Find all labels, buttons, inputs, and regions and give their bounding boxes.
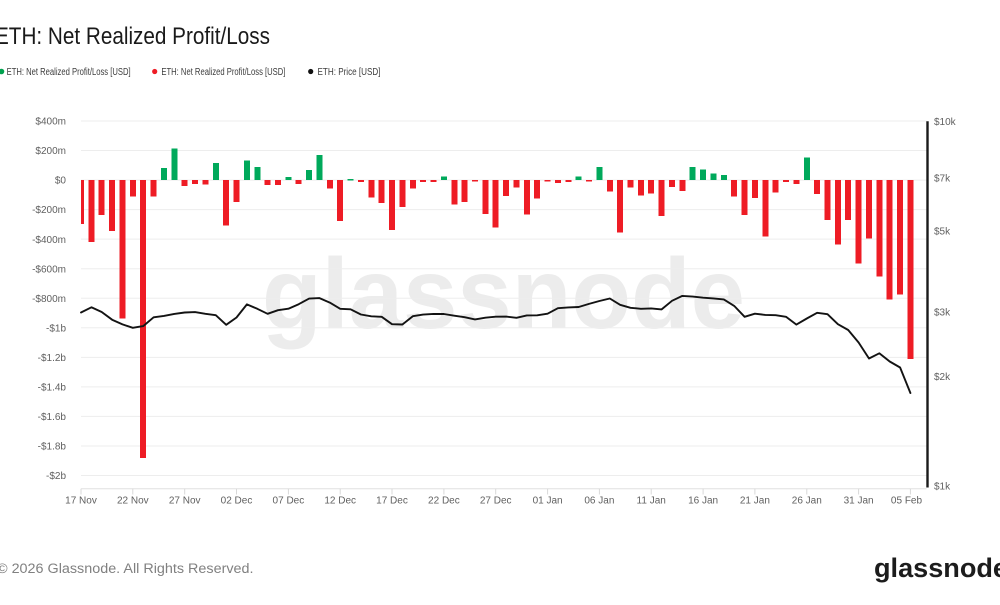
svg-text:27 Dec: 27 Dec bbox=[480, 496, 512, 507]
svg-text:$7k: $7k bbox=[934, 173, 951, 184]
svg-text:ETH: Net Realized Profit/Loss: ETH: Net Realized Profit/Loss [USD] bbox=[7, 67, 131, 78]
svg-text:27 Nov: 27 Nov bbox=[169, 496, 201, 507]
svg-text:ETH: Net Realized Profit/Loss: ETH: Net Realized Profit/Loss [USD] bbox=[161, 67, 285, 78]
svg-text:-$1.2b: -$1.2b bbox=[38, 353, 67, 364]
svg-text:22 Dec: 22 Dec bbox=[428, 496, 460, 507]
svg-text:-$600m: -$600m bbox=[32, 264, 66, 275]
svg-text:01 Jan: 01 Jan bbox=[533, 496, 563, 507]
svg-text:© 2026 Glassnode. All Rights R: © 2026 Glassnode. All Rights Reserved. bbox=[0, 561, 254, 576]
svg-text:$2k: $2k bbox=[934, 372, 951, 383]
svg-text:07 Dec: 07 Dec bbox=[273, 496, 305, 507]
svg-text:11 Jan: 11 Jan bbox=[637, 496, 666, 507]
svg-text:$0: $0 bbox=[55, 176, 67, 187]
svg-text:31 Jan: 31 Jan bbox=[844, 496, 874, 507]
svg-text:$400m: $400m bbox=[35, 117, 66, 128]
svg-text:-$1.8b: -$1.8b bbox=[38, 442, 67, 453]
svg-text:ETH: Price [USD]: ETH: Price [USD] bbox=[318, 67, 381, 78]
svg-text:-$400m: -$400m bbox=[32, 235, 66, 246]
svg-text:17 Nov: 17 Nov bbox=[65, 496, 97, 507]
svg-text:$5k: $5k bbox=[934, 227, 951, 238]
svg-text:02 Dec: 02 Dec bbox=[221, 496, 253, 507]
svg-text:12 Dec: 12 Dec bbox=[324, 496, 356, 507]
svg-text:glassnode: glassnode bbox=[874, 553, 1000, 583]
svg-text:-$1.4b: -$1.4b bbox=[38, 383, 67, 394]
svg-text:-$200m: -$200m bbox=[32, 205, 66, 216]
svg-text:$200m: $200m bbox=[35, 146, 66, 157]
svg-text:22 Nov: 22 Nov bbox=[117, 496, 149, 507]
svg-text:-$800m: -$800m bbox=[32, 294, 66, 305]
svg-text:-$1b: -$1b bbox=[46, 323, 66, 334]
svg-text:16 Jan: 16 Jan bbox=[688, 496, 718, 507]
svg-text:ETH: Net Realized Profit/Loss: ETH: Net Realized Profit/Loss bbox=[0, 23, 270, 50]
svg-text:$10k: $10k bbox=[934, 117, 957, 128]
svg-text:glassnode: glassnode bbox=[262, 238, 745, 350]
svg-text:-$1.6b: -$1.6b bbox=[38, 412, 67, 423]
svg-text:26 Jan: 26 Jan bbox=[792, 496, 822, 507]
svg-text:06 Jan: 06 Jan bbox=[584, 496, 614, 507]
svg-text:-$2b: -$2b bbox=[46, 471, 66, 482]
svg-text:17 Dec: 17 Dec bbox=[376, 496, 408, 507]
svg-text:$1k: $1k bbox=[934, 482, 951, 493]
svg-text:21 Jan: 21 Jan bbox=[740, 496, 770, 507]
svg-text:05 Feb: 05 Feb bbox=[891, 496, 923, 507]
svg-text:$3k: $3k bbox=[934, 308, 951, 319]
